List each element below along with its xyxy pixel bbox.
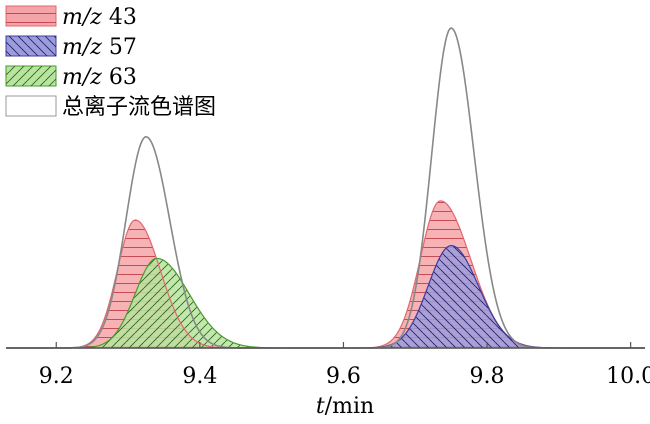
legend-swatch-hatch-2 xyxy=(6,66,56,86)
series-2-hatch xyxy=(6,258,645,348)
series-0-line xyxy=(6,200,645,349)
x-tick-label-0: 9.2 xyxy=(39,364,74,389)
legend-label-1: m/z 57 xyxy=(62,35,137,60)
x-ticks: 9.2 9.4 9.6 9.8 10.0 xyxy=(39,342,650,389)
legend-swatch-3 xyxy=(5,95,57,117)
legend-label-3: 总离子流色谱图 xyxy=(62,95,216,120)
series-areas xyxy=(6,200,645,348)
x-axis-label: t/min xyxy=(316,394,374,419)
x-tick-label-3: 9.8 xyxy=(470,364,505,389)
legend-label-2: m/z 63 xyxy=(62,65,137,90)
legend-swatch-hatch-1 xyxy=(6,36,56,56)
legend-label-0: m/z 43 xyxy=(62,5,137,30)
x-tick-label-2: 9.6 xyxy=(326,364,361,389)
series-1-hatch xyxy=(6,245,645,348)
legend: m/z 43 m/z 57 m/z 63 总离子流色谱图 xyxy=(5,5,216,120)
legend-swatch-hatch-0 xyxy=(6,6,56,26)
x-tick-label-1: 9.4 xyxy=(182,364,217,389)
x-tick-label-4: 10.0 xyxy=(606,364,650,389)
